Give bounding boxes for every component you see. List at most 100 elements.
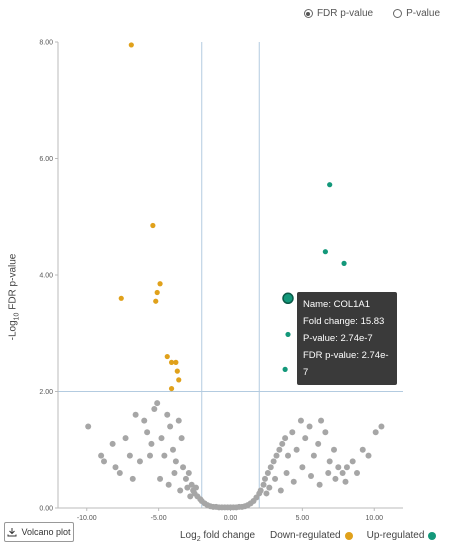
not-significant-point xyxy=(316,481,323,488)
not-significant-point xyxy=(326,458,333,465)
up-regulated-point[interactable] xyxy=(282,366,288,372)
not-significant-point xyxy=(310,452,317,459)
not-significant-point xyxy=(290,478,297,485)
not-significant-point xyxy=(283,470,290,477)
up-regulated-point[interactable] xyxy=(341,260,347,266)
not-significant-point xyxy=(263,490,270,497)
download-volcano-plot-button[interactable]: Volcano plot xyxy=(4,522,74,542)
not-significant-point xyxy=(147,452,153,459)
p-value-radio[interactable]: P-value xyxy=(393,8,440,19)
highlighted-point[interactable] xyxy=(282,292,294,305)
not-significant-point xyxy=(267,464,274,471)
y-axis-label: -Log10 FDR p-value xyxy=(7,253,21,341)
not-significant-point xyxy=(132,411,139,418)
legend-down-label: Down-regulated xyxy=(270,530,341,541)
not-significant-point xyxy=(180,464,187,471)
tooltip-name: Name: COL1A1 xyxy=(303,299,371,310)
not-significant-point xyxy=(342,478,349,485)
not-significant-point xyxy=(262,475,268,482)
not-significant-point xyxy=(126,452,133,459)
not-significant-point xyxy=(354,470,360,477)
axes: 0.00 2.00 4.00 6.00 8.00 -10.00 -5.00 0.00 5.00 1… xyxy=(39,40,403,522)
up-regulated-point[interactable] xyxy=(285,331,291,338)
not-significant-point xyxy=(289,429,296,436)
down-regulated-point[interactable] xyxy=(168,385,175,392)
not-significant-point xyxy=(266,484,273,491)
down-regulated-point[interactable] xyxy=(154,289,160,296)
down-regulated-point[interactable] xyxy=(150,222,156,229)
radio-selected-icon xyxy=(303,9,313,18)
not-significant-point xyxy=(151,405,158,412)
down-regulated-point[interactable] xyxy=(168,359,175,365)
y-tick-label: 2.00 xyxy=(39,389,53,396)
not-significant-point xyxy=(378,423,385,430)
not-significant-point xyxy=(157,475,164,482)
not-significant-point xyxy=(178,435,185,442)
not-significant-point xyxy=(171,470,178,477)
y-tick-label: 6.00 xyxy=(39,156,53,163)
not-significant-point xyxy=(109,440,116,447)
not-significant-point xyxy=(112,464,119,471)
tooltip-fold-change: Fold change: 15.83 xyxy=(303,316,385,327)
up-regulated-point[interactable] xyxy=(327,182,333,188)
not-significant-point xyxy=(349,458,356,465)
not-significant-point xyxy=(277,487,284,494)
down-regulated-point[interactable] xyxy=(164,353,170,360)
fdr-p-value-label: FDR p-value xyxy=(316,8,374,19)
legend-up-label: Up-regulated xyxy=(366,530,425,541)
not-significant-point xyxy=(282,435,289,442)
up-regulated-point[interactable] xyxy=(322,249,328,255)
radio-unselected-icon xyxy=(393,9,403,18)
point-tooltip: Name: COL1A1 Fold change: 15.83 P-value:… xyxy=(297,292,397,385)
not-significant-point xyxy=(101,458,107,465)
down-regulated-point[interactable] xyxy=(176,377,182,383)
x-axis-label: Log2 fold change xyxy=(180,530,256,543)
not-significant-point xyxy=(308,472,314,479)
not-significant-point xyxy=(158,435,165,442)
not-significant-point xyxy=(257,487,264,494)
not-significant-point xyxy=(322,429,329,436)
not-significant-point xyxy=(359,446,366,453)
fdr-p-value-radio[interactable]: FDR p-value xyxy=(303,8,374,19)
download-icon xyxy=(7,528,17,537)
not-significant-point xyxy=(167,423,174,430)
x-tick-label: -5.00 xyxy=(151,515,167,522)
y-tick-label: 8.00 xyxy=(39,40,53,47)
not-significant-point xyxy=(365,452,372,459)
not-significant-point xyxy=(184,484,191,491)
not-significant-point xyxy=(148,440,155,447)
down-regulated-point[interactable] xyxy=(174,368,180,374)
not-significant-point xyxy=(302,435,309,442)
not-significant-point xyxy=(170,446,176,453)
not-significant-point xyxy=(177,487,184,494)
p-value-label: P-value xyxy=(406,8,440,19)
down-regulated-point[interactable] xyxy=(173,359,179,365)
down-regulated-point[interactable] xyxy=(153,298,159,304)
not-significant-point xyxy=(191,490,198,497)
y-tick-label: 0.00 xyxy=(39,506,53,513)
not-significant-point xyxy=(325,470,332,477)
not-significant-point xyxy=(306,423,313,430)
not-significant-point xyxy=(141,417,148,424)
not-significant-point xyxy=(164,411,171,418)
not-significant-point xyxy=(335,464,342,471)
not-significant-point xyxy=(193,484,199,491)
not-significant-point xyxy=(270,458,277,465)
not-significant-point xyxy=(154,400,161,407)
down-regulated-point[interactable] xyxy=(157,281,163,287)
not-significant-point xyxy=(318,417,325,424)
not-significant-point xyxy=(272,475,279,482)
not-significant-point xyxy=(372,429,379,436)
y-tick-label: 4.00 xyxy=(39,273,53,280)
down-regulated-point[interactable] xyxy=(128,42,134,48)
x-tick-label: 10.00 xyxy=(365,515,383,522)
data-points xyxy=(85,42,385,511)
not-significant-point xyxy=(175,417,182,424)
x-tick-label: -10.00 xyxy=(77,515,97,522)
tooltip-p-value: P-value: 2.74e-7 xyxy=(303,333,373,344)
down-regulated-point[interactable] xyxy=(118,295,124,301)
not-significant-point xyxy=(165,481,172,488)
download-button-label: Volcano plot xyxy=(21,527,71,537)
legend: Down-regulated Up-regulated xyxy=(270,530,437,541)
